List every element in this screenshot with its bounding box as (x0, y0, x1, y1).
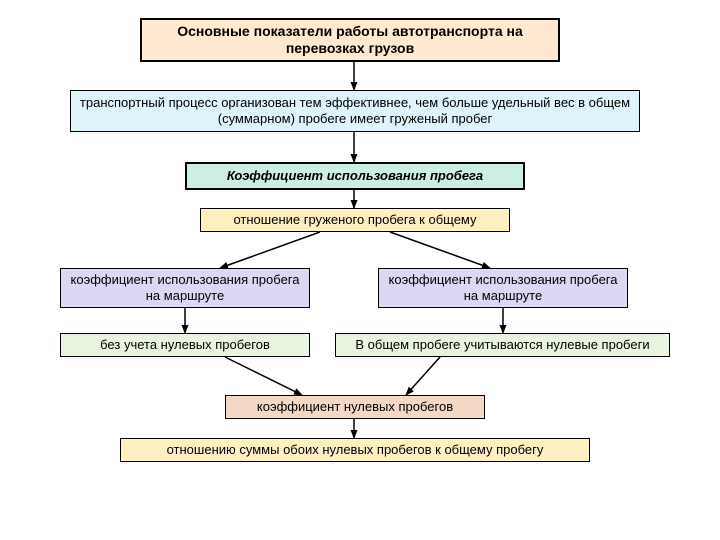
box-right_zero-text: В общем пробеге учитываются нулевые проб… (355, 337, 649, 353)
box-left_route-text: коэффициент использования пробега на мар… (69, 272, 301, 305)
box-desc: транспортный процесс организован тем эфф… (70, 90, 640, 132)
box-coef_zero-text: коэффициент нулевых пробегов (257, 399, 453, 415)
box-ratio_zero: отношению суммы обоих нулевых пробегов к… (120, 438, 590, 462)
box-right_route: коэффициент использования пробега на мар… (378, 268, 628, 308)
box-coef_main: Коэффициент использования пробега (185, 162, 525, 190)
box-desc-text: транспортный процесс организован тем эфф… (79, 95, 631, 128)
box-left_route: коэффициент использования пробега на мар… (60, 268, 310, 308)
box-left_zero-text: без учета нулевых пробегов (100, 337, 270, 353)
arrow-3 (220, 232, 320, 268)
box-ratio: отношение груженого пробега к общему (200, 208, 510, 232)
box-title-text: Основные показатели работы автотранспорт… (150, 23, 550, 58)
box-left_zero: без учета нулевых пробегов (60, 333, 310, 357)
box-ratio-text: отношение груженого пробега к общему (233, 212, 476, 228)
box-title: Основные показатели работы автотранспорт… (140, 18, 560, 62)
arrow-7 (225, 357, 302, 395)
arrow-8 (406, 357, 440, 395)
box-coef_zero: коэффициент нулевых пробегов (225, 395, 485, 419)
box-right_zero: В общем пробеге учитываются нулевые проб… (335, 333, 670, 357)
diagram-stage: Основные показатели работы автотранспорт… (0, 0, 720, 540)
box-coef_main-text: Коэффициент использования пробега (227, 168, 483, 184)
box-ratio_zero-text: отношению суммы обоих нулевых пробегов к… (167, 442, 544, 458)
box-right_route-text: коэффициент использования пробега на мар… (387, 272, 619, 305)
arrow-4 (390, 232, 490, 268)
